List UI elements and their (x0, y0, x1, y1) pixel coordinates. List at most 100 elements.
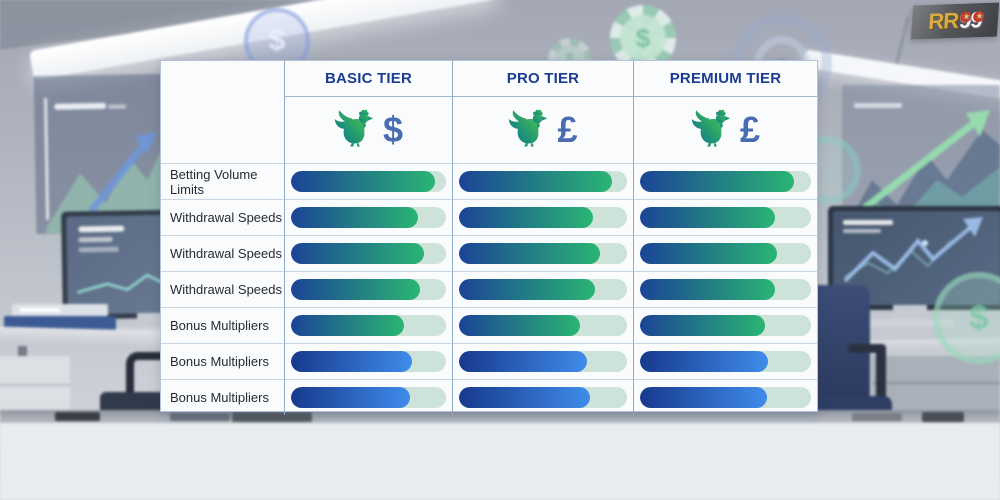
progress-track (459, 315, 627, 336)
progress-track (459, 243, 627, 264)
tier-icons-pro: £ (452, 96, 633, 163)
progress-track (291, 243, 446, 264)
tier-value-cell (284, 343, 452, 379)
tier-header-premium: PREMIUM TIER (633, 61, 817, 96)
feature-label: Bonus Multipliers (161, 307, 284, 343)
progress-track (640, 171, 811, 192)
progress-track (291, 387, 446, 408)
progress-track (459, 207, 627, 228)
progress-track (291, 207, 446, 228)
rr99-logo: RR 99 ★ ★ (910, 2, 1000, 40)
progress-fill (459, 279, 596, 300)
floor (0, 423, 1000, 500)
progress-fill (459, 315, 580, 336)
desk-object (232, 412, 312, 422)
progress-track (459, 351, 627, 372)
currency-symbol: £ (557, 109, 578, 150)
rooster-icon (508, 108, 548, 153)
office-chair-right-armrest (876, 345, 886, 400)
progress-fill (291, 243, 425, 264)
progress-track (291, 351, 446, 372)
tier-value-cell (452, 379, 633, 415)
progress-track (291, 279, 446, 300)
dollar-coin-icon: $ (933, 272, 1000, 364)
progress-fill (459, 351, 587, 372)
rooster-icon (334, 108, 374, 153)
tier-value-cell (452, 271, 633, 307)
desk-object (852, 413, 902, 421)
rooster-icon (691, 108, 731, 153)
progress-fill (640, 387, 767, 408)
progress-fill (459, 243, 601, 264)
feature-label: Withdrawal Speeds (161, 235, 284, 271)
progress-fill (291, 171, 436, 192)
tier-value-cell (633, 379, 817, 415)
progress-track (640, 351, 811, 372)
currency-symbol: $ (382, 109, 404, 150)
progress-fill (640, 279, 776, 300)
progress-fill (640, 171, 794, 192)
tier-icons-basic: $ (284, 96, 452, 163)
tier-value-cell (633, 163, 817, 199)
feature-label: Withdrawal Speeds (161, 271, 284, 307)
logo-star-icon: ★ (972, 10, 985, 23)
tier-value-cell (452, 199, 633, 235)
desk-object (170, 413, 230, 421)
tier-table: BASIC TIER PRO TIER PREMIUM TIER (160, 60, 818, 415)
progress-fill (640, 315, 765, 336)
progress-fill (291, 279, 420, 300)
progress-track (291, 315, 446, 336)
tier-value-cell (284, 163, 452, 199)
tier-value-cell (284, 307, 452, 343)
progress-track (640, 315, 811, 336)
progress-fill (640, 351, 769, 372)
tier-icons-premium: £ (633, 96, 817, 163)
progress-fill (459, 387, 591, 408)
currency-symbol: £ (739, 109, 761, 150)
progress-track (459, 279, 627, 300)
tier-value-cell (284, 235, 452, 271)
progress-track (640, 243, 811, 264)
progress-fill (291, 351, 412, 372)
feature-label: Bonus Multipliers (161, 379, 284, 415)
progress-track (640, 279, 811, 300)
desk-object (922, 412, 964, 422)
monitor-right-base (866, 319, 954, 327)
progress-track (640, 387, 811, 408)
tier-value-cell (452, 235, 633, 271)
progress-fill (459, 207, 594, 228)
tier-header-pro: PRO TIER (452, 61, 633, 96)
tier-value-cell (633, 271, 817, 307)
tier-value-cell (633, 199, 817, 235)
tier-header-basic: BASIC TIER (284, 61, 452, 96)
progress-fill (291, 387, 411, 408)
tier-value-cell (633, 235, 817, 271)
progress-fill (291, 207, 419, 228)
dollar-symbol: $ (619, 14, 667, 62)
tier-value-cell (452, 163, 633, 199)
tier-value-cell (284, 379, 452, 415)
office-chair-right-armrest (848, 344, 886, 353)
tier-value-cell (284, 199, 452, 235)
progress-fill (459, 171, 612, 192)
logo-gold-text: RR (927, 7, 960, 34)
progress-track (291, 171, 446, 192)
tier-value-cell (452, 343, 633, 379)
corner-cell (161, 61, 284, 163)
progress-fill (640, 207, 776, 228)
tier-value-cell (284, 271, 452, 307)
monitor-right-stand (893, 305, 927, 320)
desk-edge-band (0, 410, 1000, 423)
desk-object (55, 412, 100, 421)
progress-track (459, 387, 627, 408)
logo-white-text: 99 ★ ★ (958, 7, 985, 34)
tier-value-cell (633, 307, 817, 343)
books-stack-top (12, 304, 108, 316)
progress-fill (640, 243, 777, 264)
tier-value-cell (633, 343, 817, 379)
feature-label: Withdrawal Speeds (161, 199, 284, 235)
feature-label: Betting Volume Limits (161, 163, 284, 199)
progress-fill (291, 315, 405, 336)
progress-track (640, 207, 811, 228)
